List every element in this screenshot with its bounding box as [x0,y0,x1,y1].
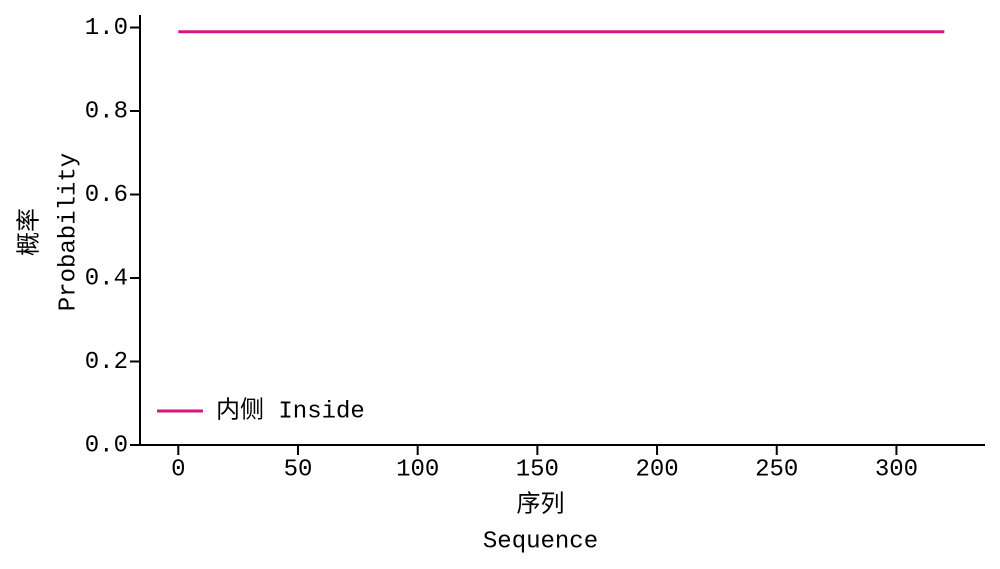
x-axis-label: Sequence [483,528,598,555]
y-axis-label: Probability [55,153,82,311]
x-axis-label: 序列 [517,490,565,519]
y-tick-label: 0.2 [85,349,128,376]
legend-label: 内侧 Inside [216,396,365,425]
y-axis-label: 概率 [15,208,44,256]
x-tick-label: 0 [171,456,185,483]
y-tick-label: 0.0 [85,432,128,459]
x-tick-label: 250 [755,456,798,483]
x-tick-label: 50 [284,456,313,483]
y-tick-label: 1.0 [85,15,128,42]
x-tick-label: 200 [635,456,678,483]
x-tick-label: 150 [516,456,559,483]
y-tick-label: 0.6 [85,182,128,209]
y-tick-label: 0.4 [85,265,128,292]
x-tick-label: 300 [875,456,918,483]
y-tick-label: 0.8 [85,98,128,125]
x-tick-label: 100 [396,456,439,483]
